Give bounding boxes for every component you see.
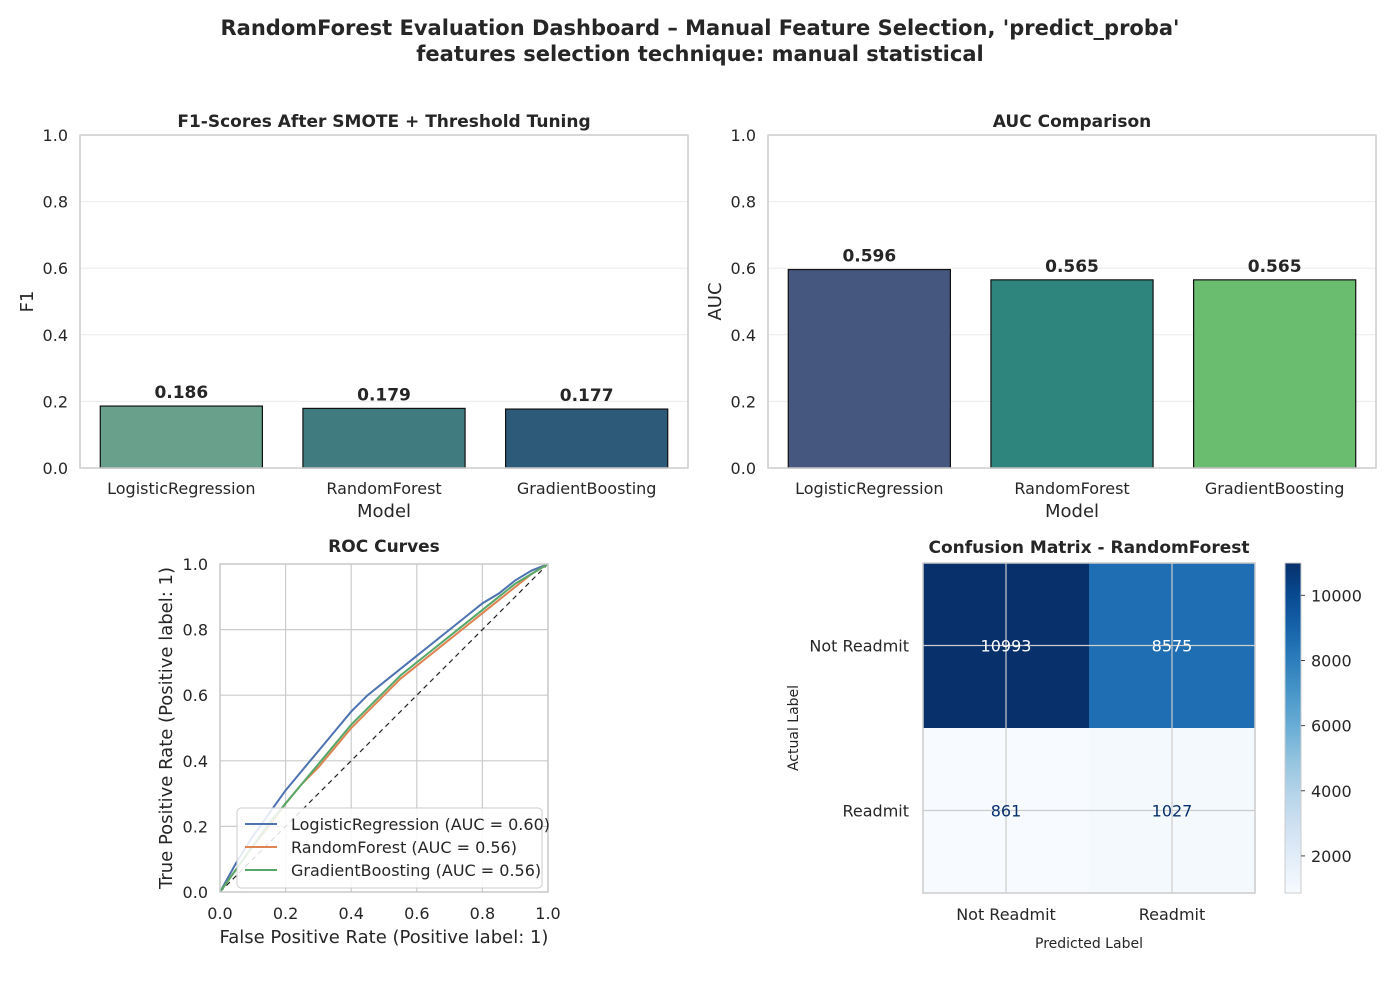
f1-value-label: 0.177	[560, 386, 614, 406]
roc-legend-label: GradientBoosting (AUC = 0.56)	[291, 861, 541, 880]
roc-ytick-label: 0.0	[183, 883, 208, 902]
f1-xtick-label: LogisticRegression	[107, 479, 255, 498]
cm-axes-frame	[922, 562, 1256, 894]
roc-ytick-label: 0.2	[183, 817, 208, 836]
auc-ytick-label: 0.8	[731, 193, 756, 212]
figure-title-line2: features selection technique: manual sta…	[416, 42, 984, 66]
auc-bar	[787, 268, 951, 469]
auc-xtick-label: RandomForest	[1014, 479, 1129, 498]
f1-ytick-label: 0.0	[43, 459, 68, 478]
roc-ytick-label: 0.4	[183, 752, 208, 771]
roc-xlabel: False Positive Rate (Positive label: 1)	[220, 927, 549, 948]
cm-row-label: Readmit	[842, 802, 909, 821]
roc-xtick-label: 0.4	[338, 904, 363, 923]
cm-colorbar-tick-label: 10000	[1311, 586, 1362, 605]
f1-xtick-label: GradientBoosting	[517, 479, 657, 498]
cm-colorbar-tick-label: 4000	[1311, 782, 1352, 801]
cm-title: Confusion Matrix - RandomForest	[929, 538, 1250, 558]
auc-ytick-label: 1.0	[731, 126, 756, 145]
auc-value-label: 0.565	[1045, 257, 1099, 277]
auc-axes-frame	[767, 134, 1377, 469]
cm-cell-value: 8575	[1152, 637, 1193, 656]
roc-ytick-label: 1.0	[183, 555, 208, 574]
cm-cell-value: 1027	[1152, 802, 1193, 821]
roc-xtick-label: 0.8	[470, 904, 495, 923]
roc-xtick-label: 0.6	[404, 904, 429, 923]
auc-xtick-label: GradientBoosting	[1205, 479, 1345, 498]
cm-col-label: Readmit	[1139, 905, 1206, 924]
cm-row-label: Not Readmit	[809, 637, 909, 656]
roc-xtick-label: 0.0	[207, 904, 232, 923]
auc-bar	[990, 279, 1154, 469]
f1-xlabel: Model	[357, 501, 411, 522]
f1-ytick-label: 0.8	[43, 193, 68, 212]
cm-cell-value: 10993	[981, 637, 1032, 656]
auc-ytick-label: 0.2	[731, 392, 756, 411]
cm-ylabel: Actual Label	[786, 685, 802, 771]
cm-colorbar-tick-label: 8000	[1311, 651, 1352, 670]
f1-ytick-label: 0.6	[43, 259, 68, 278]
roc-title: ROC Curves	[328, 537, 440, 557]
f1-xtick-label: RandomForest	[326, 479, 441, 498]
f1-axes-frame	[79, 134, 689, 469]
cm-col-label: Not Readmit	[956, 905, 1056, 924]
f1-ylabel: F1	[17, 291, 38, 313]
roc-ytick-label: 0.8	[183, 621, 208, 640]
f1-value-label: 0.186	[154, 383, 208, 403]
auc-title: AUC Comparison	[993, 112, 1151, 132]
roc-xtick-label: 0.2	[273, 904, 298, 923]
auc-xlabel: Model	[1045, 501, 1099, 522]
f1-bar	[505, 408, 669, 469]
auc-value-label: 0.596	[842, 247, 896, 267]
cm-colorbar-tick-label: 2000	[1311, 847, 1352, 866]
f1-value-label: 0.179	[357, 385, 411, 405]
cm-colorbar	[1284, 562, 1302, 894]
f1-bar	[302, 407, 466, 469]
auc-ylabel: AUC	[705, 282, 726, 320]
cm-xlabel: Predicted Label	[1035, 936, 1143, 952]
roc-legend-label: LogisticRegression (AUC = 0.60)	[291, 815, 550, 834]
auc-ytick-label: 0.6	[731, 259, 756, 278]
f1-bar	[99, 405, 264, 469]
auc-ytick-label: 0.4	[731, 326, 756, 345]
f1-ytick-label: 0.4	[43, 326, 68, 345]
roc-series-line-0	[219, 563, 549, 893]
f1-ytick-label: 0.2	[43, 392, 68, 411]
auc-bar	[1192, 279, 1357, 469]
cm-colorbar-tick-label: 6000	[1311, 717, 1352, 736]
roc-ytick-label: 0.6	[183, 686, 208, 705]
roc-legend-label: RandomForest (AUC = 0.56)	[291, 838, 517, 857]
roc-xtick-label: 1.0	[535, 904, 560, 923]
f1-title: F1-Scores After SMOTE + Threshold Tuning	[177, 112, 590, 132]
f1-ytick-label: 1.0	[43, 126, 68, 145]
figure-title-line1: RandomForest Evaluation Dashboard – Manu…	[220, 16, 1180, 40]
auc-value-label: 0.565	[1248, 257, 1302, 277]
cm-cell-value: 861	[991, 802, 1022, 821]
roc-axes-frame	[219, 563, 549, 893]
roc-ylabel: True Positive Rate (Positive label: 1)	[156, 567, 177, 890]
roc-legend-box	[236, 807, 543, 889]
auc-ytick-label: 0.0	[731, 459, 756, 478]
auc-xtick-label: LogisticRegression	[795, 479, 943, 498]
